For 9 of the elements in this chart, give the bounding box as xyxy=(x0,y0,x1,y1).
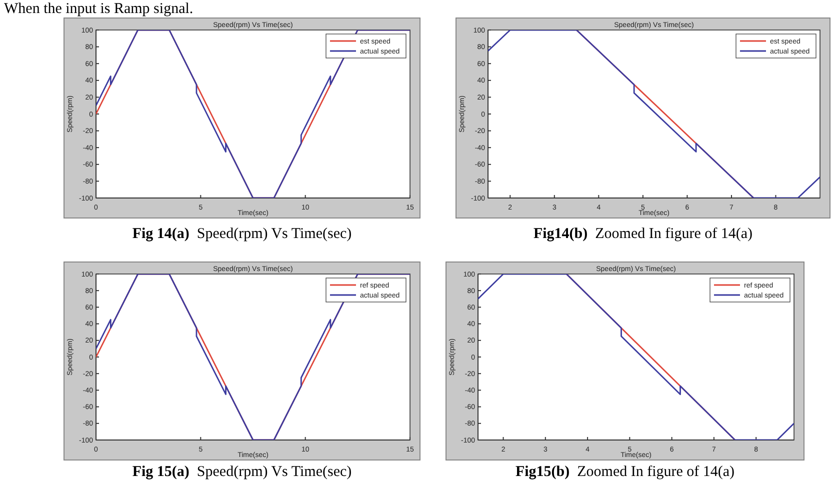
caption: Fig 14(a) xyxy=(132,226,190,242)
text: Zoomed In figure of 14(a) xyxy=(588,226,753,242)
caption: Fig15(b) xyxy=(515,464,570,480)
text: When the input is Ramp signal. xyxy=(4,1,194,17)
text: Speed(rpm) Vs Time(sec) xyxy=(189,226,352,242)
caption: Fig14(b) xyxy=(533,226,588,242)
text: Speed(rpm) Vs Time(sec) xyxy=(189,464,352,480)
text: Zoomed In figure of 14(a) xyxy=(570,464,735,480)
caption: Fig 15(a) xyxy=(132,464,190,480)
